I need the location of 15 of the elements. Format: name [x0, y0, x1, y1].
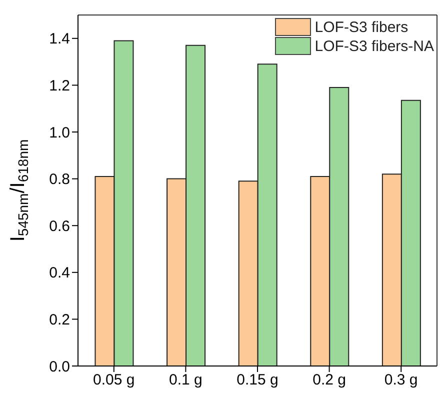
x-tick-label: 0.3 g: [384, 372, 418, 389]
x-tick-label: 0.1 g: [169, 372, 202, 389]
y-tick-label: 1.0: [49, 124, 70, 142]
y-tick-label: 0.8: [49, 171, 70, 188]
y-tick-label: 0.2: [49, 312, 70, 329]
legend-label: LOF-S3 fibers-NA: [314, 38, 434, 54]
y-tick-label: 0.4: [49, 264, 70, 282]
y-tick-label: 1.4: [49, 30, 70, 48]
x-tick-label: 0.15 g: [236, 372, 278, 389]
y-tick-label: 1.2: [49, 78, 70, 95]
x-tick-label: 0.05 g: [93, 372, 135, 389]
x-tick-label: 0.2 g: [312, 372, 346, 389]
y-tick-label: 0.6: [49, 218, 70, 235]
y-tick-label: 0.0: [49, 358, 70, 376]
legend-label: LOF-S3 fibers: [314, 18, 408, 36]
